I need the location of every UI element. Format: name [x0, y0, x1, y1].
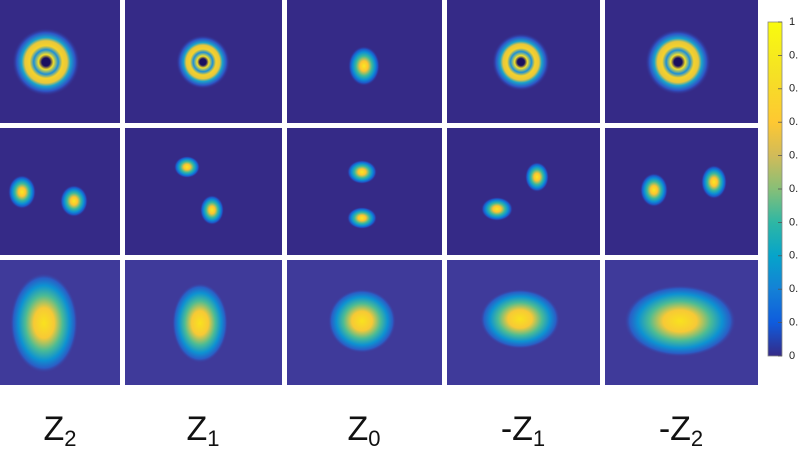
ring-beam	[492, 33, 550, 91]
lobe	[701, 165, 727, 199]
label-main: -Z	[501, 410, 533, 448]
beam-profiles	[8, 28, 736, 373]
colorbar-tick-label: 0.	[789, 283, 798, 295]
label-subscript: 1	[207, 426, 219, 450]
colorbar-tick-label: 0.	[789, 183, 798, 195]
label-subscript: 0	[368, 426, 380, 450]
colorbar-tick-label: 0	[789, 350, 795, 362]
lobe	[174, 156, 200, 178]
colorbar-tick-label: 0.	[789, 49, 798, 61]
panel	[447, 128, 600, 255]
label-main: Z	[347, 410, 368, 448]
panel	[287, 128, 442, 255]
panel	[605, 128, 758, 255]
ring-beam	[176, 35, 230, 89]
column-labels: Z2 Z1 Z0 -Z1 -Z2	[43, 410, 703, 450]
colorbar-tick-label: 0.	[789, 116, 798, 128]
lobe	[481, 197, 513, 221]
lobe	[200, 195, 224, 225]
column-label: -Z2	[659, 410, 703, 450]
lobe	[347, 160, 377, 184]
colorbar-tick-label: 0.	[789, 83, 798, 95]
label-main: -Z	[659, 410, 691, 448]
lobe	[525, 162, 549, 192]
column-label: Z2	[43, 410, 76, 450]
soft-beam	[328, 289, 396, 353]
label-subscript: 2	[691, 426, 703, 450]
lobe	[8, 175, 36, 209]
spot-beam	[348, 46, 380, 86]
colorbar-tick-label: 0.	[789, 150, 798, 162]
lobe	[60, 185, 88, 217]
column-label: Z0	[347, 410, 380, 450]
colorbar-ticks: 0 0. 0. 0. 0. 0. 0. 0. 0. 0. 1	[778, 16, 798, 362]
panel	[125, 128, 282, 255]
label-main: Z	[43, 410, 64, 448]
lobe	[347, 207, 377, 229]
colorbar-tick-label: 0.	[789, 317, 798, 329]
soft-beam	[624, 285, 736, 357]
soft-beam	[480, 289, 560, 349]
label-subscript: 2	[64, 426, 76, 450]
lobe	[640, 173, 668, 207]
column-label: -Z1	[501, 410, 545, 450]
ring-beam	[12, 28, 80, 96]
soft-beam	[172, 283, 228, 363]
label-subscript: 1	[533, 426, 545, 450]
soft-beam	[10, 273, 78, 373]
colorbar-tick-label: 0.	[789, 250, 798, 262]
colorbar-tick-label: 0.	[789, 216, 798, 228]
label-main: Z	[186, 410, 207, 448]
colorbar-tick-label: 1	[789, 16, 795, 28]
ring-beam	[645, 29, 711, 95]
column-label: Z1	[186, 410, 219, 450]
